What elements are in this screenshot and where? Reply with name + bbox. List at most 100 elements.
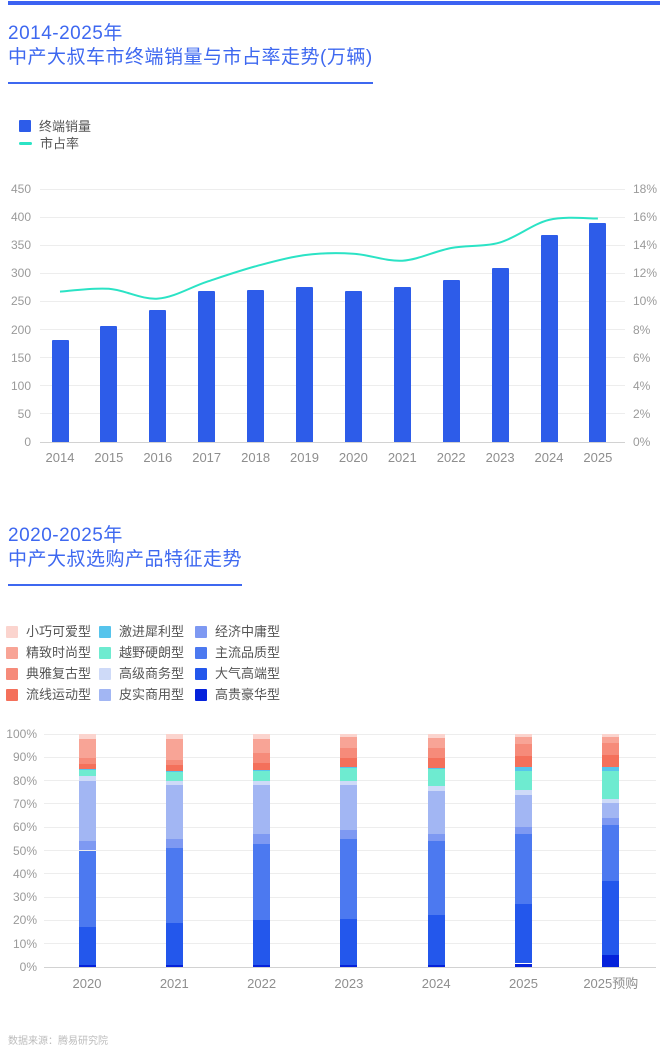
- market-share-line: [59, 216, 598, 300]
- y-axis-label-right: 6%: [633, 350, 651, 365]
- stacked-segment: [340, 829, 358, 839]
- legend-item: 经济中庸型: [195, 624, 280, 639]
- stacked-segment: [515, 794, 532, 828]
- stacked-segment: [427, 767, 445, 769]
- legend-label: 典雅复古型: [26, 666, 92, 681]
- stacked-segment: [165, 922, 183, 965]
- stacked-segment: [78, 764, 96, 769]
- stacked-segment: [427, 734, 445, 739]
- y-axis-label-left: 0: [24, 435, 31, 449]
- legend-label: 主流品质型: [215, 645, 281, 660]
- stacked-segment: [427, 914, 445, 965]
- stacked-segment: [515, 744, 532, 757]
- legend-label: 皮实商用型: [119, 687, 185, 702]
- stacked-segment: [78, 850, 96, 928]
- x-axis-label: 2025: [583, 450, 613, 465]
- legend-label: 激进犀利型: [119, 624, 185, 639]
- stacked-segment: [253, 770, 271, 772]
- sales-volume-bar: [247, 290, 265, 442]
- segment-swatch: [195, 667, 207, 680]
- stacked-segment: [340, 758, 358, 767]
- stacked-segment: [427, 841, 445, 915]
- x-axis-label: 2017: [192, 450, 222, 465]
- stacked-segment: [602, 737, 620, 744]
- legend-item: 典雅复古型: [6, 666, 99, 681]
- stacked-segment: [78, 964, 96, 967]
- legend-item: 终端销量: [19, 118, 91, 134]
- stacked-segment: [165, 780, 183, 786]
- stacked-segment: [165, 771, 183, 773]
- y-axis-label-left: 200: [10, 322, 31, 337]
- stacked-segment: [78, 780, 96, 842]
- sales-volume-bar: [442, 280, 460, 442]
- y-axis-label-right: 10%: [633, 294, 658, 309]
- segment-swatch: [99, 646, 111, 659]
- x-axis-label: 2018: [241, 450, 271, 465]
- legend-item: 皮实商用型: [99, 687, 195, 702]
- x-axis-label: 2024: [421, 976, 451, 991]
- stacked-segment: [340, 964, 358, 967]
- sales-volume-bar: [149, 309, 167, 442]
- stacked-segment: [253, 780, 271, 786]
- stacked-segment: [340, 785, 358, 830]
- stacked-segment: [602, 743, 620, 755]
- legend-item: 精致时尚型: [6, 645, 99, 660]
- x-axis-label: 2023: [485, 450, 515, 465]
- chart2-title-line1: 2020-2025年: [8, 525, 123, 546]
- y-axis-label-left: 400: [10, 210, 31, 225]
- x-axis-label: 2014: [45, 450, 75, 465]
- stacked-segment: [340, 734, 358, 738]
- data-source-note: 数据来源：腾易研究院: [8, 1036, 108, 1047]
- y-axis-label-left: 350: [10, 238, 31, 253]
- y-axis-label-right: 4%: [633, 378, 651, 393]
- sales-volume-bar: [540, 234, 558, 442]
- legend-item: 流线运动型: [6, 687, 99, 702]
- legend-item: 主流品质型: [195, 645, 280, 660]
- x-axis-label: 2020: [72, 976, 102, 991]
- stacked-segment: [253, 834, 271, 844]
- y-axis-label: 100%: [6, 727, 37, 741]
- stacked-segment: [427, 747, 445, 759]
- y-axis-label-right: 8%: [633, 322, 651, 337]
- stacked-segment: [340, 919, 358, 965]
- x-axis-label: 2025预购: [583, 976, 639, 991]
- x-axis-label: 2016: [143, 450, 173, 465]
- x-axis-label: 2023: [334, 976, 364, 991]
- stacked-segment: [165, 765, 183, 772]
- grid-line: [40, 385, 625, 387]
- stacked-segment: [253, 738, 271, 753]
- y-axis-label-right: 0%: [633, 435, 651, 449]
- stacked-segment: [253, 771, 271, 781]
- segment-swatch: [6, 646, 18, 659]
- stacked-segment: [165, 838, 183, 849]
- legend-label: 高贵豪华型: [215, 687, 281, 702]
- grid-line: [40, 216, 625, 218]
- grid-line: [40, 413, 625, 415]
- stacked-segment: [515, 904, 532, 964]
- segment-swatch: [6, 625, 18, 638]
- legend-label: 大气高端型: [215, 666, 281, 681]
- chart2-header: 2020-2025年 中产大叔选购产品特征走势: [8, 524, 243, 586]
- stacked-segment: [165, 785, 183, 839]
- x-axis-label: 2024: [534, 450, 564, 465]
- sales-volume-bar: [491, 267, 509, 442]
- stacked-segment: [427, 791, 445, 835]
- stacked-segment: [602, 766, 620, 772]
- market-share-line-path: [59, 216, 598, 300]
- legend-item: 大气高端型: [195, 666, 280, 681]
- stacked-segment: [340, 766, 358, 768]
- legend-label: 市占率: [40, 135, 80, 151]
- legend-item: 越野硬朗型: [99, 645, 195, 660]
- y-axis-label-right: 2%: [633, 406, 651, 421]
- y-axis-label: 50%: [12, 843, 37, 858]
- stacked-segment: [78, 775, 96, 781]
- y-axis-label-left: 50: [17, 406, 31, 421]
- grid-line: [40, 244, 625, 246]
- grid-line: [40, 329, 625, 331]
- top-accent-bar: [8, 1, 660, 5]
- stacked-segment: [253, 964, 271, 967]
- grid-line: [40, 300, 625, 302]
- stacked-segment: [253, 734, 271, 739]
- stacked-segment: [515, 834, 532, 905]
